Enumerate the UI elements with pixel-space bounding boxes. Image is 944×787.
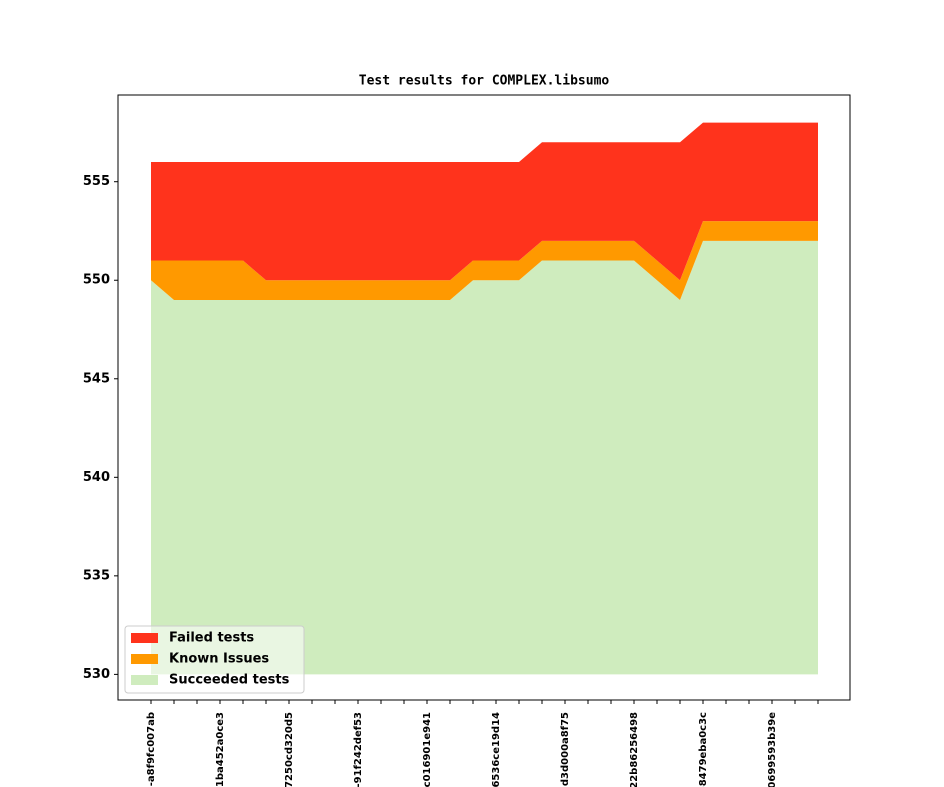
legend-label: Failed tests [169, 631, 254, 646]
x-tick-label: 7250cd320d5 [284, 712, 295, 787]
x-tick-label: 0699593b39e [767, 712, 778, 787]
legend-swatch [131, 675, 158, 685]
legend-swatch [131, 633, 158, 643]
legend-label: Succeeded tests [169, 673, 290, 688]
chart-title: Test results for COMPLEX.libsumo [359, 74, 610, 89]
plot-frame [117, 94, 851, 701]
legend: Failed tests Known Issues Succeeded tests [124, 625, 305, 694]
y-tick-label: 555 [83, 174, 110, 189]
area [151, 240, 818, 675]
x-tick-label: -91f242def53 [353, 712, 364, 787]
x-tick-label: 6536ce19d14 [491, 712, 502, 787]
x-tick-label: 22b86256498 [629, 712, 640, 787]
y-tick-label: 535 [83, 568, 110, 583]
legend-swatch [131, 654, 158, 664]
y-tick-label: 545 [83, 371, 110, 386]
legend-box [124, 625, 305, 694]
x-tick-label: -a8f9fc007ab [146, 712, 157, 786]
y-tick-label: 530 [83, 667, 110, 682]
area [151, 122, 818, 281]
x-tick-label: -8479eba0c3c [698, 712, 709, 787]
x-tick-label: c016901e941 [422, 712, 433, 787]
y-tick-label: 540 [83, 470, 110, 485]
x-tick-label: d3d000a8f75 [560, 712, 571, 786]
legend-label: Known Issues [169, 652, 269, 667]
y-tick-label: 550 [83, 273, 110, 288]
x-tick-label: 1ba452a0ce3 [215, 712, 226, 787]
